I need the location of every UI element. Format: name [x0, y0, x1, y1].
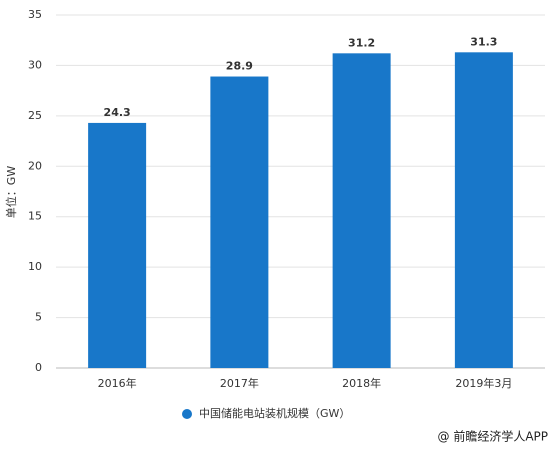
value-label: 28.9 [226, 60, 253, 73]
value-label: 31.2 [348, 36, 375, 49]
y-tick-label: 0 [35, 361, 42, 374]
y-tick-label: 25 [28, 109, 42, 122]
bar [210, 76, 269, 368]
x-tick-label: 2019年3月 [455, 376, 512, 390]
bar [88, 122, 147, 368]
y-tick-label: 15 [28, 210, 42, 223]
value-label: 24.3 [104, 106, 131, 119]
bar [454, 52, 513, 369]
x-tick-label: 2017年 [220, 376, 259, 390]
y-axis-label: 单位：GW [4, 166, 18, 219]
y-tick-label: 35 [28, 8, 42, 21]
x-tick-label: 2018年 [342, 376, 381, 390]
value-label: 31.3 [470, 35, 497, 48]
legend-label: 中国储能电站装机规模（GW） [199, 406, 350, 420]
x-tick-label: 2016年 [98, 376, 137, 390]
footer: @ 前瞻经济学人APP [438, 429, 549, 444]
bar [332, 53, 391, 368]
y-tick-label: 20 [28, 159, 42, 172]
y-tick-label: 5 [35, 311, 42, 324]
y-tick-label: 30 [28, 58, 42, 71]
legend-marker [182, 409, 192, 419]
y-tick-label: 10 [28, 260, 42, 273]
